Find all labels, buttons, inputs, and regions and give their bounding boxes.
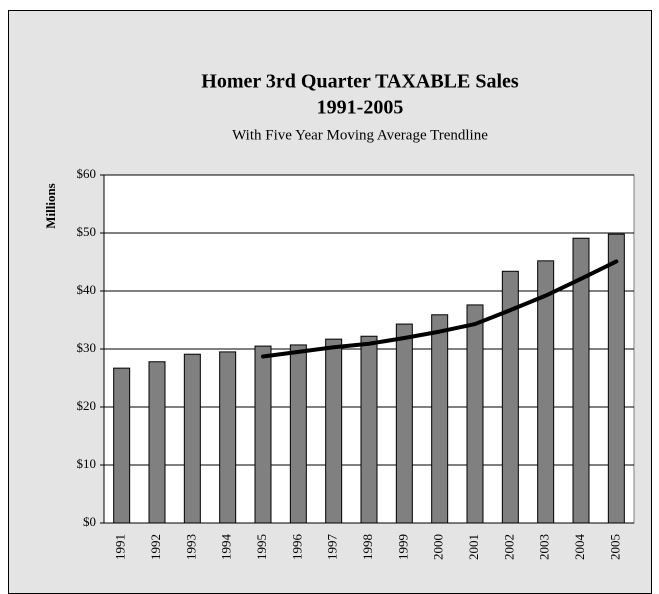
y-tick-label: $20 [77,398,97,413]
chart-title-line2: 1991-2005 [317,97,404,119]
chart-title: Homer 3rd Quarter TAXABLE Sales [201,71,519,93]
y-tick-label: $60 [77,166,97,181]
bar [219,351,237,524]
bar [148,361,166,524]
y-axis-label: Millions [43,183,58,229]
x-tick-label: 1994 [219,534,234,561]
x-tick-label: 2005 [607,534,622,560]
x-tick-label: 1999 [395,534,410,560]
bar [254,345,272,524]
bar [431,314,449,524]
y-tick-label: $40 [77,282,97,297]
y-tick-label: $30 [77,340,97,355]
y-tick-label: $50 [77,224,97,239]
trendline [261,259,619,359]
x-tick-label: 1993 [183,534,198,560]
x-tick-label: 2004 [572,534,587,561]
x-tick-label: 2003 [537,534,552,560]
bar [537,260,555,524]
x-tick-label: 2000 [431,534,446,560]
bar [360,335,378,524]
bar [466,304,484,524]
bar [607,233,625,524]
bar [325,338,343,524]
bar [113,367,131,524]
x-tick-label: 1998 [360,534,375,560]
x-tick-label: 1996 [289,534,304,561]
x-tick-label: 2002 [501,534,516,560]
x-tick-label: 1991 [113,534,128,560]
x-tick-label: 1997 [325,534,340,561]
x-tick-label: 1992 [148,534,163,560]
x-tick-label: 1995 [254,534,269,560]
y-tick-label: $0 [83,514,96,529]
bar [289,344,307,524]
chart-subtitle: With Five Year Moving Average Trendline [232,127,488,143]
x-tick-label: 2001 [466,534,481,560]
y-tick-label: $10 [77,456,97,471]
bar [183,353,201,524]
bar [395,323,413,524]
